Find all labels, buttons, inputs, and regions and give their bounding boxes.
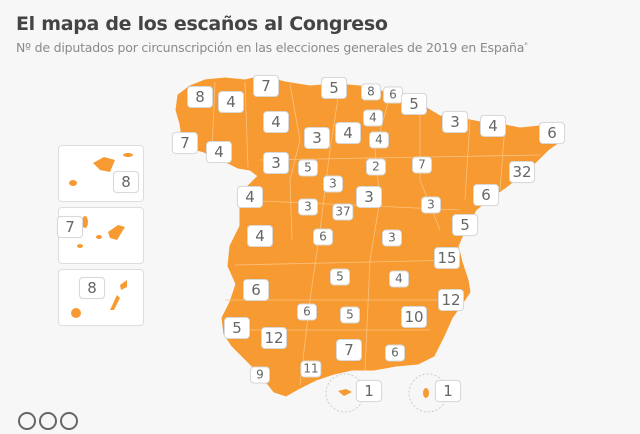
seat-label-badajoz: 6 — [243, 279, 269, 301]
seat-label-huesca: 3 — [442, 111, 468, 133]
seat-label-sevilla: 12 — [261, 327, 287, 349]
seat-label-avila: 3 — [298, 198, 318, 216]
seat-label-segovia: 3 — [323, 175, 343, 193]
share-button-1[interactable] — [18, 412, 36, 430]
chart-title: El mapa de los escaños al Congreso — [16, 13, 388, 35]
seat-label-valencia: 15 — [434, 247, 460, 269]
seat-label-burgos: 4 — [335, 122, 361, 144]
seat-label-teruel: 3 — [421, 196, 441, 214]
seat-label-albacete: 4 — [389, 270, 409, 288]
seat-label-castellon: 5 — [452, 214, 478, 236]
seat-label-asturias: 7 — [253, 75, 279, 97]
subtitle-text: Nº de diputados por circunscripción en l… — [16, 40, 525, 55]
seat-label-jaen: 5 — [340, 306, 360, 324]
ceuta-shape — [338, 389, 352, 396]
seat-label-ceuta: 1 — [356, 380, 382, 402]
seat-label-pontevedra: 7 — [172, 132, 198, 154]
seat-label-madrid: 37 — [332, 203, 354, 221]
seat-label-cordoba: 6 — [297, 303, 317, 321]
seat-label-gipuzkoa: 6 — [383, 86, 403, 104]
seat-label-bizkaia: 8 — [361, 83, 381, 101]
melilla-shape — [423, 388, 429, 398]
seat-label-a-coruna: 8 — [187, 86, 213, 108]
seat-label-girona: 6 — [539, 122, 565, 144]
share-buttons — [18, 412, 81, 434]
seat-label-toledo: 6 — [313, 228, 333, 246]
seat-label-almeria: 6 — [385, 344, 405, 362]
share-button-2[interactable] — [39, 412, 57, 430]
seat-label-palencia: 3 — [304, 127, 330, 149]
seat-label-barcelona: 32 — [509, 161, 535, 183]
seat-label-la-rioja: 4 — [369, 131, 389, 149]
seat-label-alicante: 12 — [438, 289, 464, 311]
seat-label-leon: 4 — [263, 111, 289, 133]
share-button-3[interactable] — [60, 412, 78, 430]
seat-label-caceres: 4 — [247, 225, 273, 247]
seat-label-murcia: 10 — [401, 306, 427, 328]
seat-label-navarra: 5 — [401, 93, 427, 115]
seat-label-lugo: 4 — [218, 91, 244, 113]
seat-label-las-palmas: 8 — [79, 277, 105, 299]
seat-label-cuenca: 3 — [382, 229, 402, 247]
seat-label-lleida: 4 — [480, 115, 506, 137]
seat-label-valladolid: 5 — [298, 159, 318, 177]
seat-label-cadiz: 9 — [250, 366, 270, 384]
seat-label-araba: 4 — [363, 109, 383, 127]
seat-label-guadalajara: 3 — [356, 186, 382, 208]
subtitle-footnote-mark: * — [524, 40, 528, 49]
seat-label-malaga: 11 — [300, 360, 322, 378]
seat-label-soria: 2 — [366, 158, 386, 176]
seat-label-ourense: 4 — [206, 141, 232, 163]
seat-label-huelva: 5 — [224, 317, 250, 339]
seat-label-zamora: 3 — [263, 152, 289, 174]
seat-label-granada: 7 — [336, 339, 362, 361]
chart-subtitle: Nº de diputados por circunscripción en l… — [16, 40, 528, 55]
seat-label-melilla: 1 — [435, 380, 461, 402]
seat-label-baleares: 8 — [113, 171, 139, 193]
seat-label-tarragona: 6 — [473, 184, 499, 206]
seat-label-salamanca: 4 — [237, 186, 263, 208]
seat-label-cantabria: 5 — [321, 77, 347, 99]
seat-label-zaragoza: 7 — [412, 156, 432, 174]
seat-label-santa-cruz-tenerife: 7 — [57, 216, 83, 238]
inset-islands — [69, 153, 133, 318]
seat-label-ciudad-real: 5 — [330, 268, 350, 286]
